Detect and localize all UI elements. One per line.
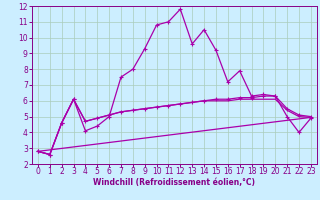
X-axis label: Windchill (Refroidissement éolien,°C): Windchill (Refroidissement éolien,°C): [93, 178, 255, 187]
